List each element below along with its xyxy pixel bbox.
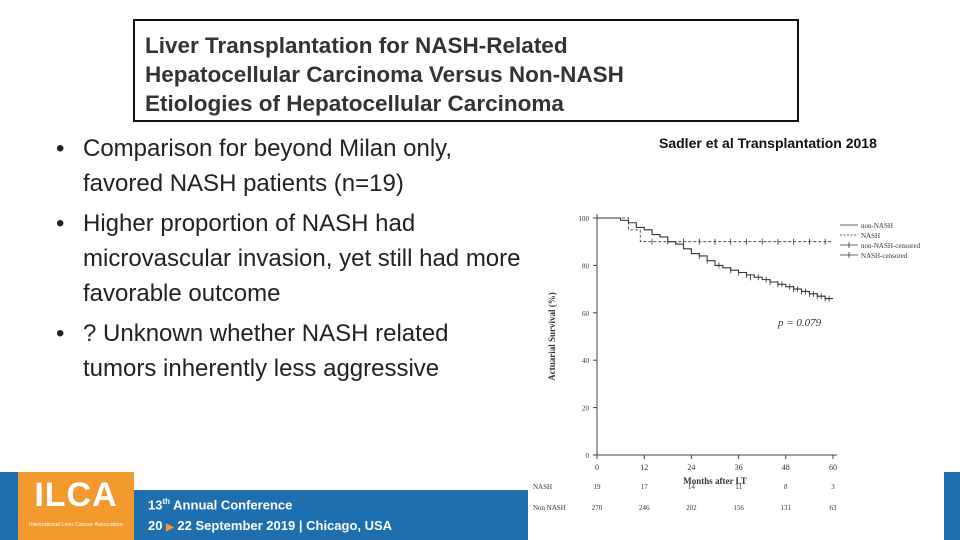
footer-right-stripe [944,472,960,540]
conference-suffix: th [162,497,171,506]
risk-table-row-label: NASH [533,483,552,491]
ilca-logo-subtitle: International Liver Cancer Association [29,522,123,528]
separator: | [298,518,303,533]
x-tick-label: 24 [687,463,695,472]
risk-table-value: 131 [781,504,792,512]
bullet-list: • Comparison for beyond Milan only, favor… [56,131,526,391]
risk-table-value: 246 [639,504,650,512]
legend-label: non-NASH [861,222,893,230]
title-line-1: Liver Transplantation for NASH-Related [145,33,568,58]
conference-dates: 20 ▶ 22 September 2019 | Chicago, USA [148,518,392,533]
y-tick-label: 20 [582,405,590,413]
conference-title: 13th Annual Conference [148,497,292,512]
bullet-text: ? Unknown whether NASH related tumors in… [83,320,449,382]
citation: Sadler et al Transplantation 2018 [659,135,877,151]
x-tick-label: 48 [782,463,790,472]
risk-table-value: 19 [594,483,602,491]
legend-label: non-NASH-censored [861,242,921,250]
x-tick-label: 60 [829,463,837,472]
y-tick-label: 40 [582,357,590,365]
bullet-marker: • [56,320,65,347]
footer-left-stripe [0,472,18,540]
p-value-annotation: p = 0.079 [777,317,822,329]
footer-top-strip [134,472,528,490]
risk-table-value: 11 [735,483,742,491]
bullet-marker: • [56,135,65,162]
risk-table-value: 3 [831,483,835,491]
risk-table-row-label: Non NASH [533,504,566,512]
risk-table-value: 202 [686,504,697,512]
bullet-marker: • [56,210,65,237]
x-axis-label: Months after LT [683,476,747,486]
title-box: Liver Transplantation for NASH-Related H… [133,19,799,122]
x-tick-label: 12 [640,463,648,472]
date-start: 20 [148,518,163,533]
y-tick-label: 80 [582,262,590,270]
y-tick-label: 0 [586,452,590,460]
date-rest: 22 September 2019 [177,518,296,533]
bullet-item: • Comparison for beyond Milan only, favor… [56,131,526,201]
slide-title: Liver Transplantation for NASH-Related H… [145,31,795,118]
survival-chart: 0 20 40 60 80 100 0 12 24 36 48 60 Months after LT Ac… [533,214,921,512]
bullet-item: • ? Unknown whether NASH related tumors i… [56,316,526,386]
risk-table-value: 270 [592,504,603,512]
conference-name: Annual Conference [173,497,293,513]
legend-label: NASH [861,232,880,240]
legend-label: NASH-censored [861,252,908,260]
risk-table-value: 17 [641,483,649,491]
conference-banner: 13th Annual Conference 20 ▶ 22 September… [134,490,528,540]
bullet-text: Comparison for beyond Milan only, favore… [83,135,453,197]
risk-table-value: 14 [688,483,696,491]
risk-table-value: 63 [830,504,838,512]
arrow-right-icon: ▶ [166,522,174,533]
risk-table-value: 8 [784,483,788,491]
y-tick-label: 100 [579,215,590,223]
y-tick-label: 60 [582,310,590,318]
bullet-text: Higher proportion of NASH had microvascu… [83,210,521,307]
x-tick-label: 36 [735,463,743,472]
conference-location: Chicago, USA [306,518,393,533]
title-line-2: Hepatocellular Carcinoma Versus Non-NASH [145,62,624,87]
series-line-nash [597,217,833,243]
ilca-logo-text: ILCA [34,476,118,514]
bullet-item: • Higher proportion of NASH had microvasc… [56,206,526,311]
risk-table-value: 156 [733,504,744,512]
ilca-logo: ILCA International Liver Cancer Associat… [18,472,134,540]
x-tick-label: 0 [595,463,599,472]
title-line-3: Etiologies of Hepatocellular Carcinoma [145,91,564,116]
y-axis-label: Actuarial Survival (%) [547,292,557,381]
conference-number: 13 [148,497,163,513]
